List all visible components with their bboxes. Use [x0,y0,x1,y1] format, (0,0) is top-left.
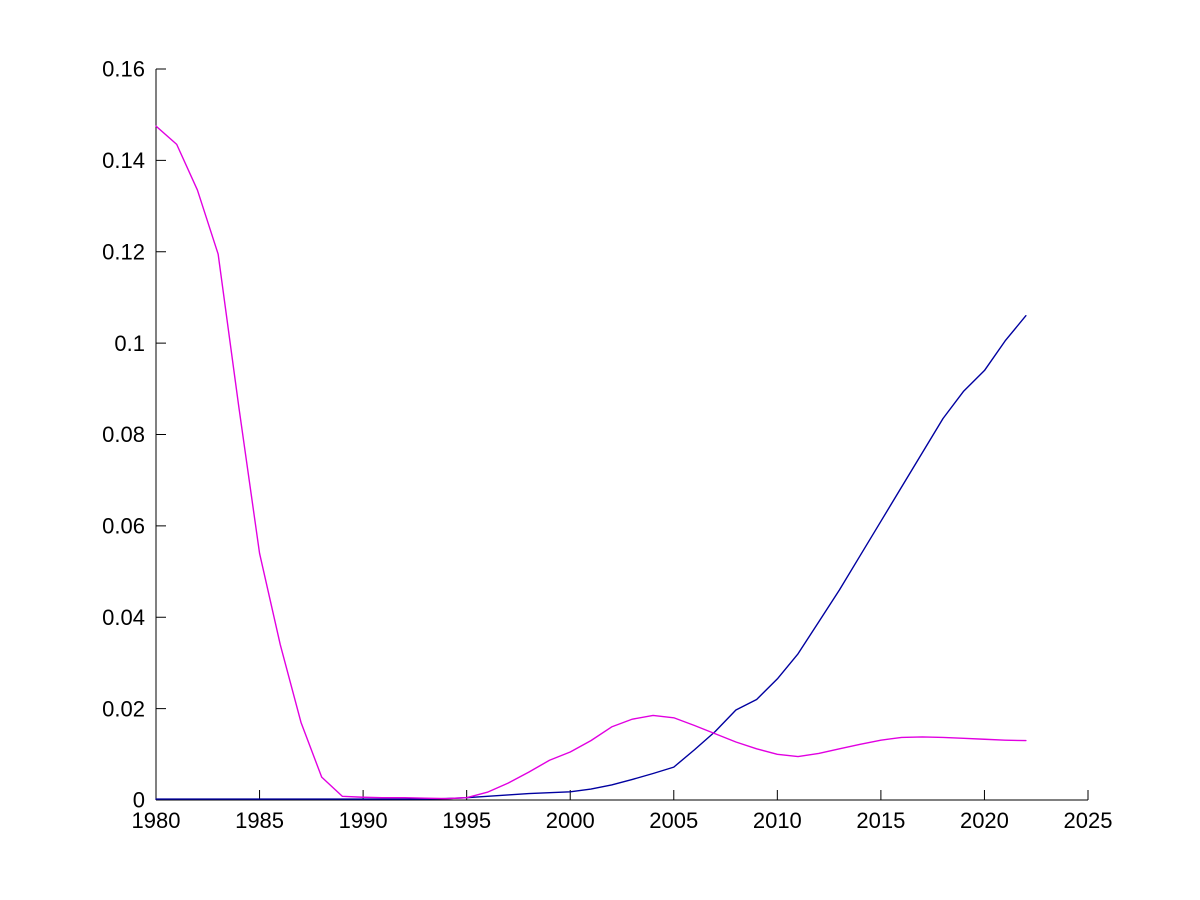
x-tick-label: 1985 [235,808,284,833]
y-tick-label: 0.16 [102,57,145,82]
y-tick-label: 0.04 [102,605,145,630]
y-tick-label: 0.06 [102,514,145,539]
x-tick-label: 1995 [442,808,491,833]
y-tick-label: 0.12 [102,239,145,264]
y-tick-label: 0 [133,788,145,813]
x-tick-label: 2005 [649,808,698,833]
y-tick-label: 0.1 [114,331,145,356]
x-tick-label: 2015 [856,808,905,833]
x-tick-label: 2025 [1064,808,1113,833]
magenta-series-line [155,125,1027,800]
x-tick-label: 2000 [546,808,595,833]
x-tick-label: 1990 [339,808,388,833]
x-tick-label: 1980 [132,808,181,833]
x-tick-label: 2010 [753,808,802,833]
x-tick-label: 2020 [960,808,1009,833]
blue-series-line [155,315,1027,800]
y-tick-label: 0.02 [102,696,145,721]
y-tick-label: 0.08 [102,422,145,447]
y-tick-label: 0.14 [102,148,145,173]
